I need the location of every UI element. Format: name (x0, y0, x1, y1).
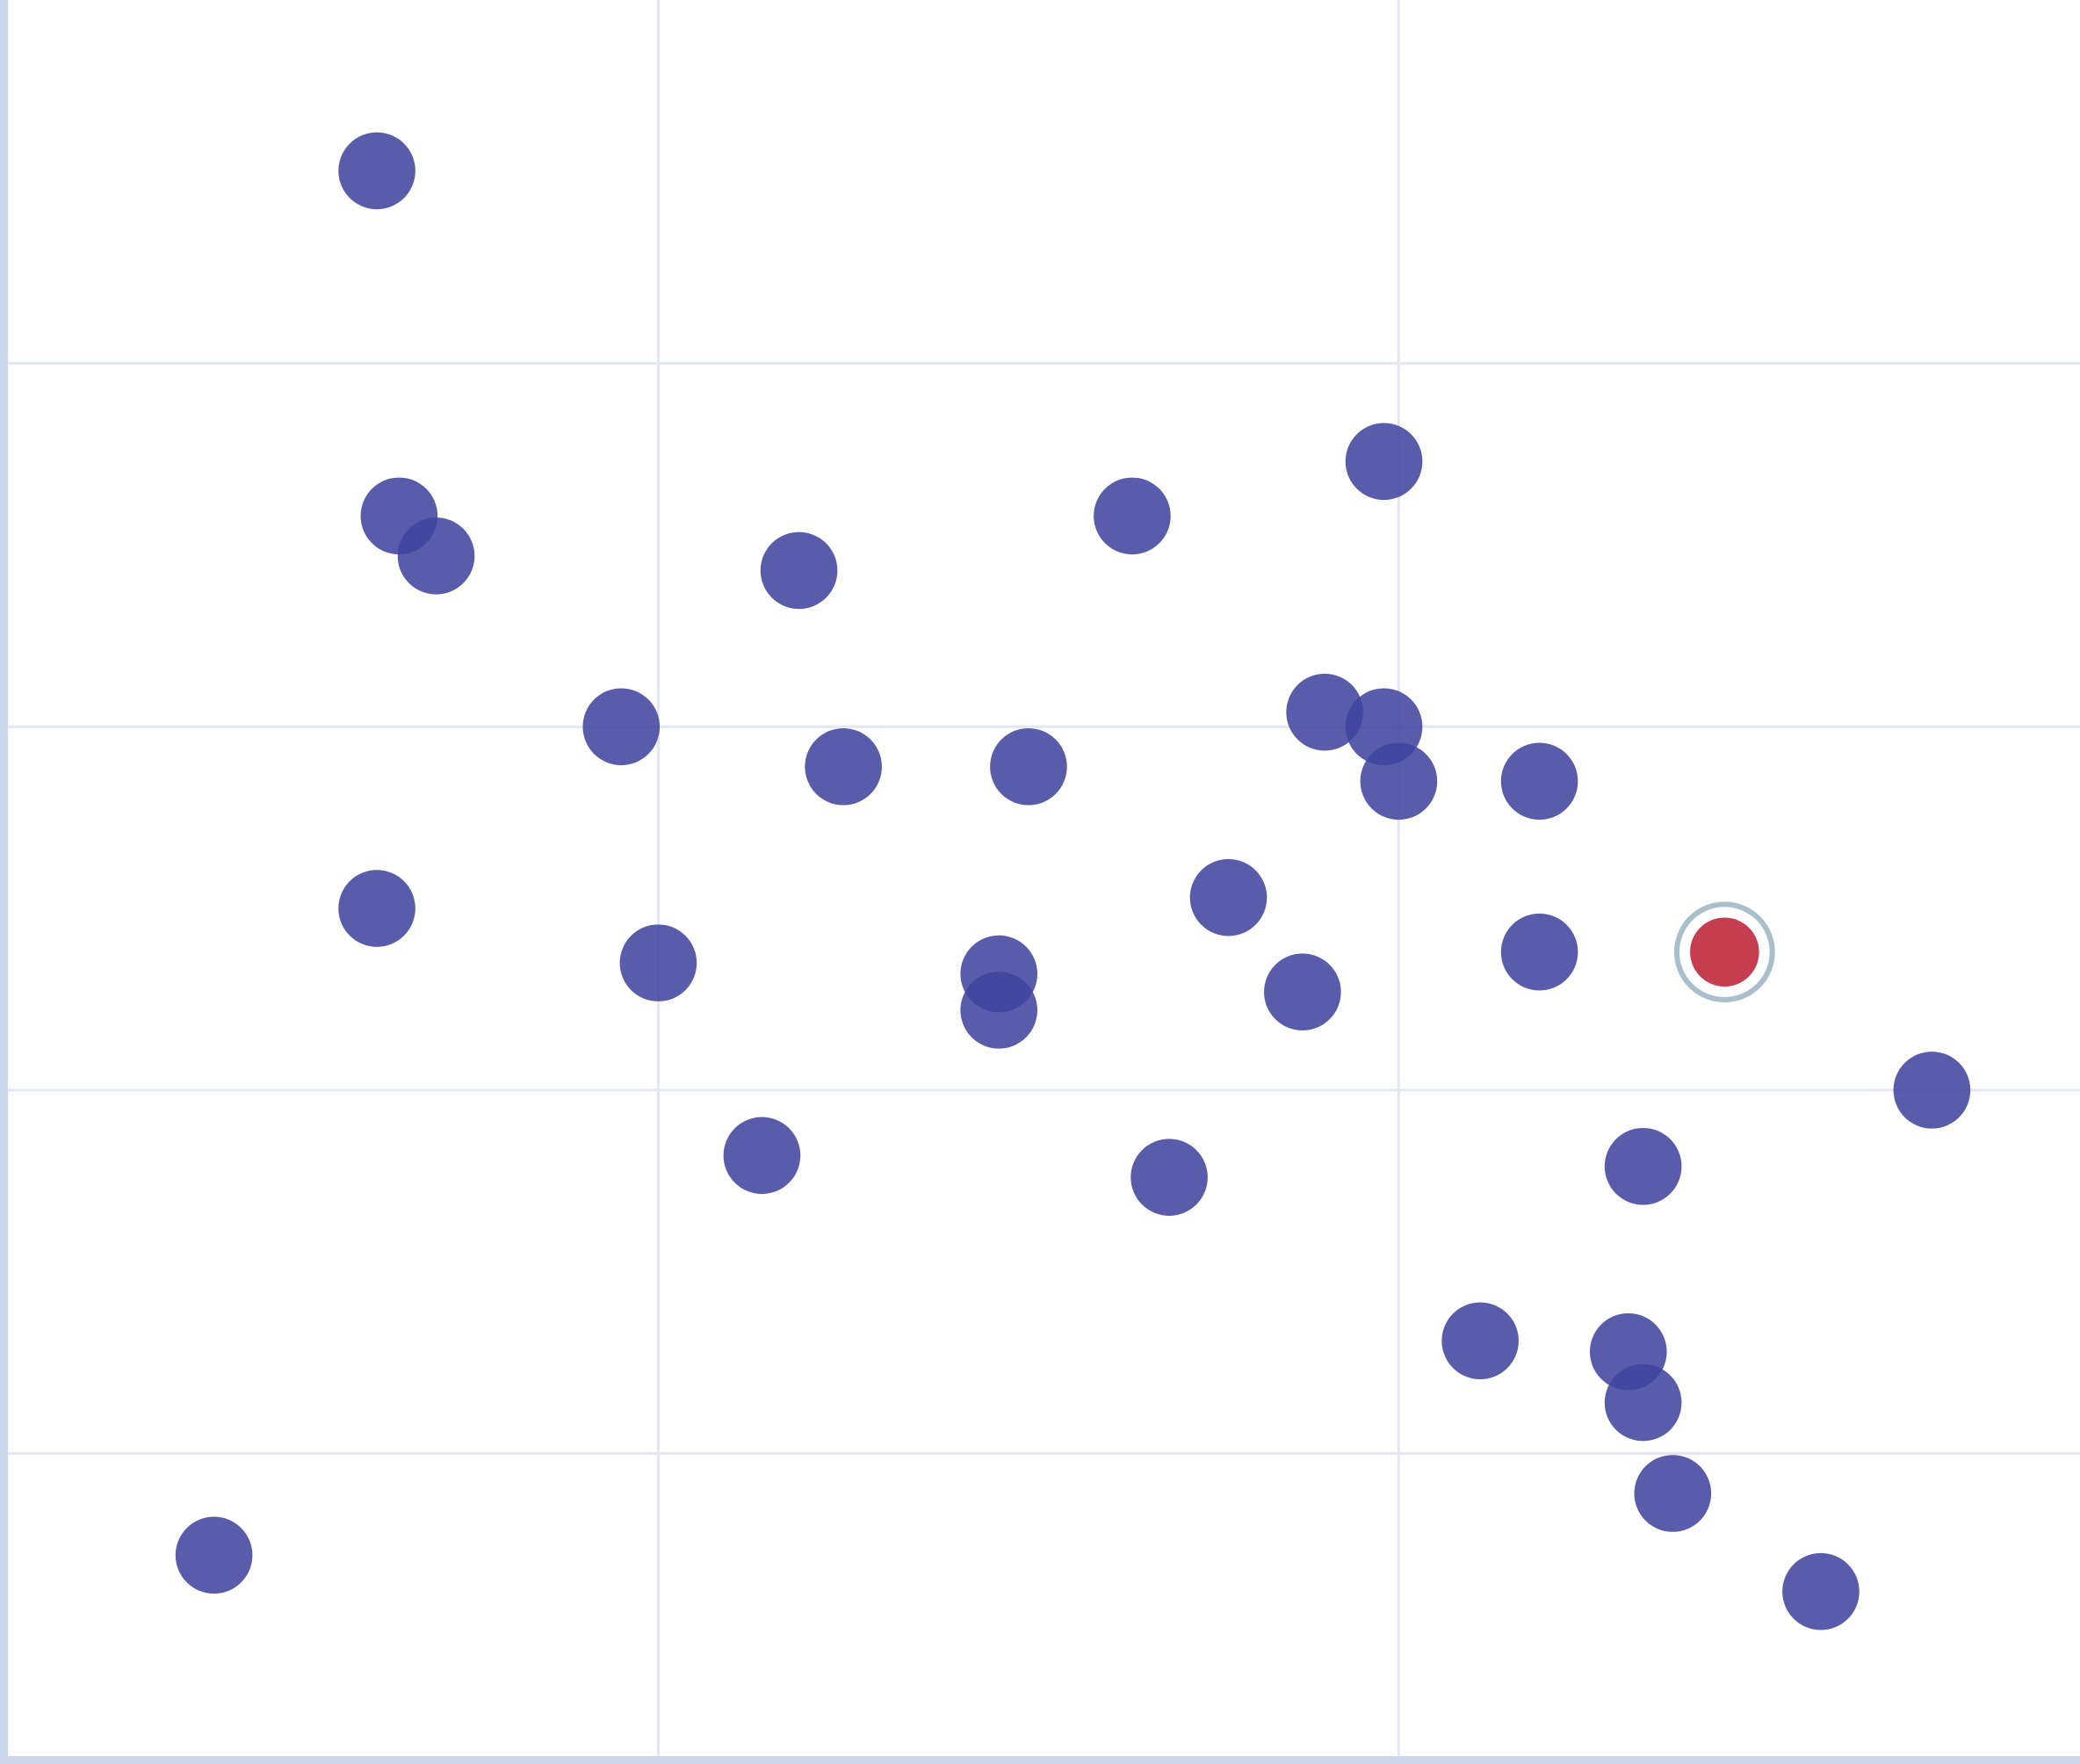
data-point (338, 870, 415, 947)
data-point (1130, 1139, 1208, 1216)
data-point (1500, 742, 1578, 821)
data-point (397, 517, 475, 595)
points (175, 132, 1971, 1630)
data-point (1782, 1552, 1860, 1630)
data-point (1286, 673, 1363, 751)
data-point (990, 727, 1067, 806)
data-point (760, 531, 838, 610)
data-point (338, 132, 415, 210)
data-point (1189, 858, 1268, 936)
data-point-highlighted (1690, 917, 1759, 987)
data-point (1604, 1363, 1682, 1442)
data-point (1360, 742, 1438, 821)
data-point (1893, 1052, 1971, 1129)
data-point (1500, 913, 1578, 991)
data-point (175, 1516, 253, 1594)
data-point (1604, 1127, 1682, 1205)
data-point (1264, 953, 1341, 1030)
data-point (1094, 477, 1171, 555)
data-point (723, 1117, 801, 1195)
grid (6, 0, 2080, 1759)
data-point (805, 727, 882, 806)
data-point (1441, 1302, 1519, 1380)
data-point (1345, 423, 1423, 501)
data-point (1634, 1455, 1712, 1532)
data-point (960, 972, 1037, 1049)
data-point (582, 688, 661, 766)
data-point (619, 924, 697, 1001)
